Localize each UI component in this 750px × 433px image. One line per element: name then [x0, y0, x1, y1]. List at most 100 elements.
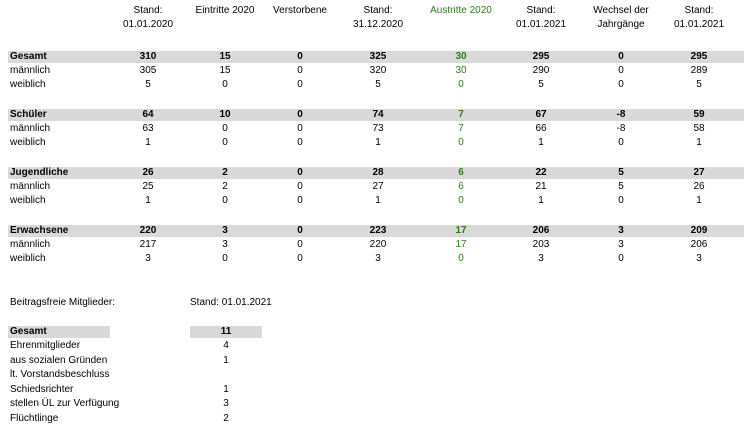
group-total-cell: 0: [297, 51, 303, 62]
table-cell: 0: [618, 79, 624, 90]
table-cell: 0: [297, 123, 303, 134]
group-total-cell: 22: [535, 167, 547, 178]
table-cell: 3: [618, 239, 624, 250]
group-total-cell: 15: [219, 51, 231, 62]
group-header-bar: [8, 51, 744, 63]
free-item-label: aus sozialen Gründen: [10, 354, 108, 366]
table-cell: 1: [538, 195, 544, 206]
free-item-value: 1: [223, 383, 229, 395]
free-item-label: Ehrenmitglieder: [10, 340, 81, 351]
group-label: Gesamt: [10, 51, 47, 62]
group-total-cell: 6: [458, 167, 464, 178]
free-item-value: 3: [223, 398, 229, 410]
table-cell: 1: [696, 195, 702, 206]
group-total-cell: 74: [372, 109, 384, 120]
group-label: Erwachsene: [10, 225, 69, 236]
table-cell: -8: [616, 123, 626, 134]
table-cell: 305: [139, 65, 157, 76]
table-cell: 30: [455, 65, 467, 76]
table-cell: 0: [458, 79, 464, 90]
table-cell: 0: [222, 137, 228, 148]
row-label: weiblich: [10, 79, 46, 90]
free-members-title: Beitragsfreie Mitglieder:: [10, 297, 116, 308]
table-cell: 3: [696, 253, 702, 264]
table-cell: 0: [618, 137, 624, 148]
group-header-bar: [8, 109, 744, 121]
table-cell: 1: [696, 137, 702, 148]
row-label: männlich: [10, 65, 51, 76]
table-cell: 5: [538, 79, 544, 90]
group-total-cell: 0: [297, 167, 303, 178]
row-label: weiblich: [10, 195, 46, 206]
table-cell: 3: [538, 253, 544, 264]
table-cell: 0: [458, 137, 464, 148]
table-cell: 0: [618, 195, 624, 206]
table-cell: 17: [455, 239, 467, 250]
group-total-cell: 206: [532, 225, 550, 236]
table-cell: 290: [532, 65, 550, 76]
column-header-line: Stand:: [363, 5, 393, 16]
group-total-cell: 67: [535, 109, 547, 120]
table-cell: 0: [618, 253, 624, 264]
column-header: Stand: 31.12.2020: [338, 4, 418, 32]
group-total-cell: 17: [455, 225, 467, 236]
column-header-line: Stand:: [684, 5, 714, 16]
column-header-line: Austritte 2020: [430, 5, 492, 16]
group-label: Schüler: [10, 109, 47, 120]
column-header-line: Wechsel der: [593, 5, 649, 16]
table-cell: 0: [297, 79, 303, 90]
table-cell: 0: [222, 195, 228, 206]
table-cell: 0: [297, 195, 303, 206]
column-header-line: 31.12.2020: [352, 19, 404, 30]
group-total-cell: 0: [297, 109, 303, 120]
group-label: Jugendliche: [10, 167, 69, 178]
row-label: weiblich: [10, 253, 46, 264]
row-label: männlich: [10, 181, 51, 192]
table-cell: 6: [458, 181, 464, 192]
group-total-cell: 310: [139, 51, 157, 62]
table-cell: 0: [297, 239, 303, 250]
column-header-line: Jahrgänge: [597, 19, 645, 30]
column-header: Stand: 01.01.2021: [659, 4, 739, 32]
free-total-value: 11: [220, 326, 232, 337]
table-cell: 0: [297, 65, 303, 76]
group-total-cell: 7: [458, 109, 464, 120]
group-total-cell: 325: [369, 51, 387, 62]
table-cell: 25: [142, 181, 154, 192]
table-cell: 0: [222, 123, 228, 134]
column-header: Wechsel der Jahrgänge: [581, 4, 661, 32]
table-cell: 3: [222, 239, 228, 250]
group-total-cell: 30: [455, 51, 467, 62]
group-total-cell: 5: [618, 167, 624, 178]
table-cell: 21: [535, 181, 547, 192]
table-cell: 0: [458, 195, 464, 206]
table-cell: 217: [139, 239, 157, 250]
table-cell: 0: [297, 253, 303, 264]
free-total-label-bar: [8, 326, 110, 338]
table-cell: 203: [532, 239, 550, 250]
group-total-cell: 26: [142, 167, 154, 178]
free-item-label: lt. Vorstandsbeschluss: [10, 369, 110, 381]
table-cell: 0: [297, 181, 303, 192]
row-label: weiblich: [10, 137, 46, 148]
table-cell: 27: [372, 181, 384, 192]
group-total-cell: 10: [219, 109, 231, 120]
table-cell: 220: [369, 239, 387, 250]
table-cell: 5: [696, 79, 702, 90]
table-cell: 206: [690, 239, 708, 250]
group-total-cell: -8: [616, 109, 626, 120]
table-cell: 2: [222, 181, 228, 192]
table-cell: 15: [219, 65, 231, 76]
free-item-label: stellen ÜL zur Verfügung: [10, 398, 120, 410]
group-total-cell: 0: [297, 225, 303, 236]
table-cell: 0: [618, 65, 624, 76]
table-cell: 1: [375, 137, 381, 148]
column-header-line: Stand:: [133, 5, 163, 16]
group-total-cell: 64: [142, 109, 154, 120]
column-header-line: Verstorbene: [273, 5, 327, 16]
free-item-value: 4: [223, 340, 229, 351]
column-header: Verstorbene: [260, 4, 340, 18]
group-total-cell: 59: [693, 109, 705, 120]
free-item-value: 1: [223, 354, 229, 366]
table-cell: 5: [618, 181, 624, 192]
